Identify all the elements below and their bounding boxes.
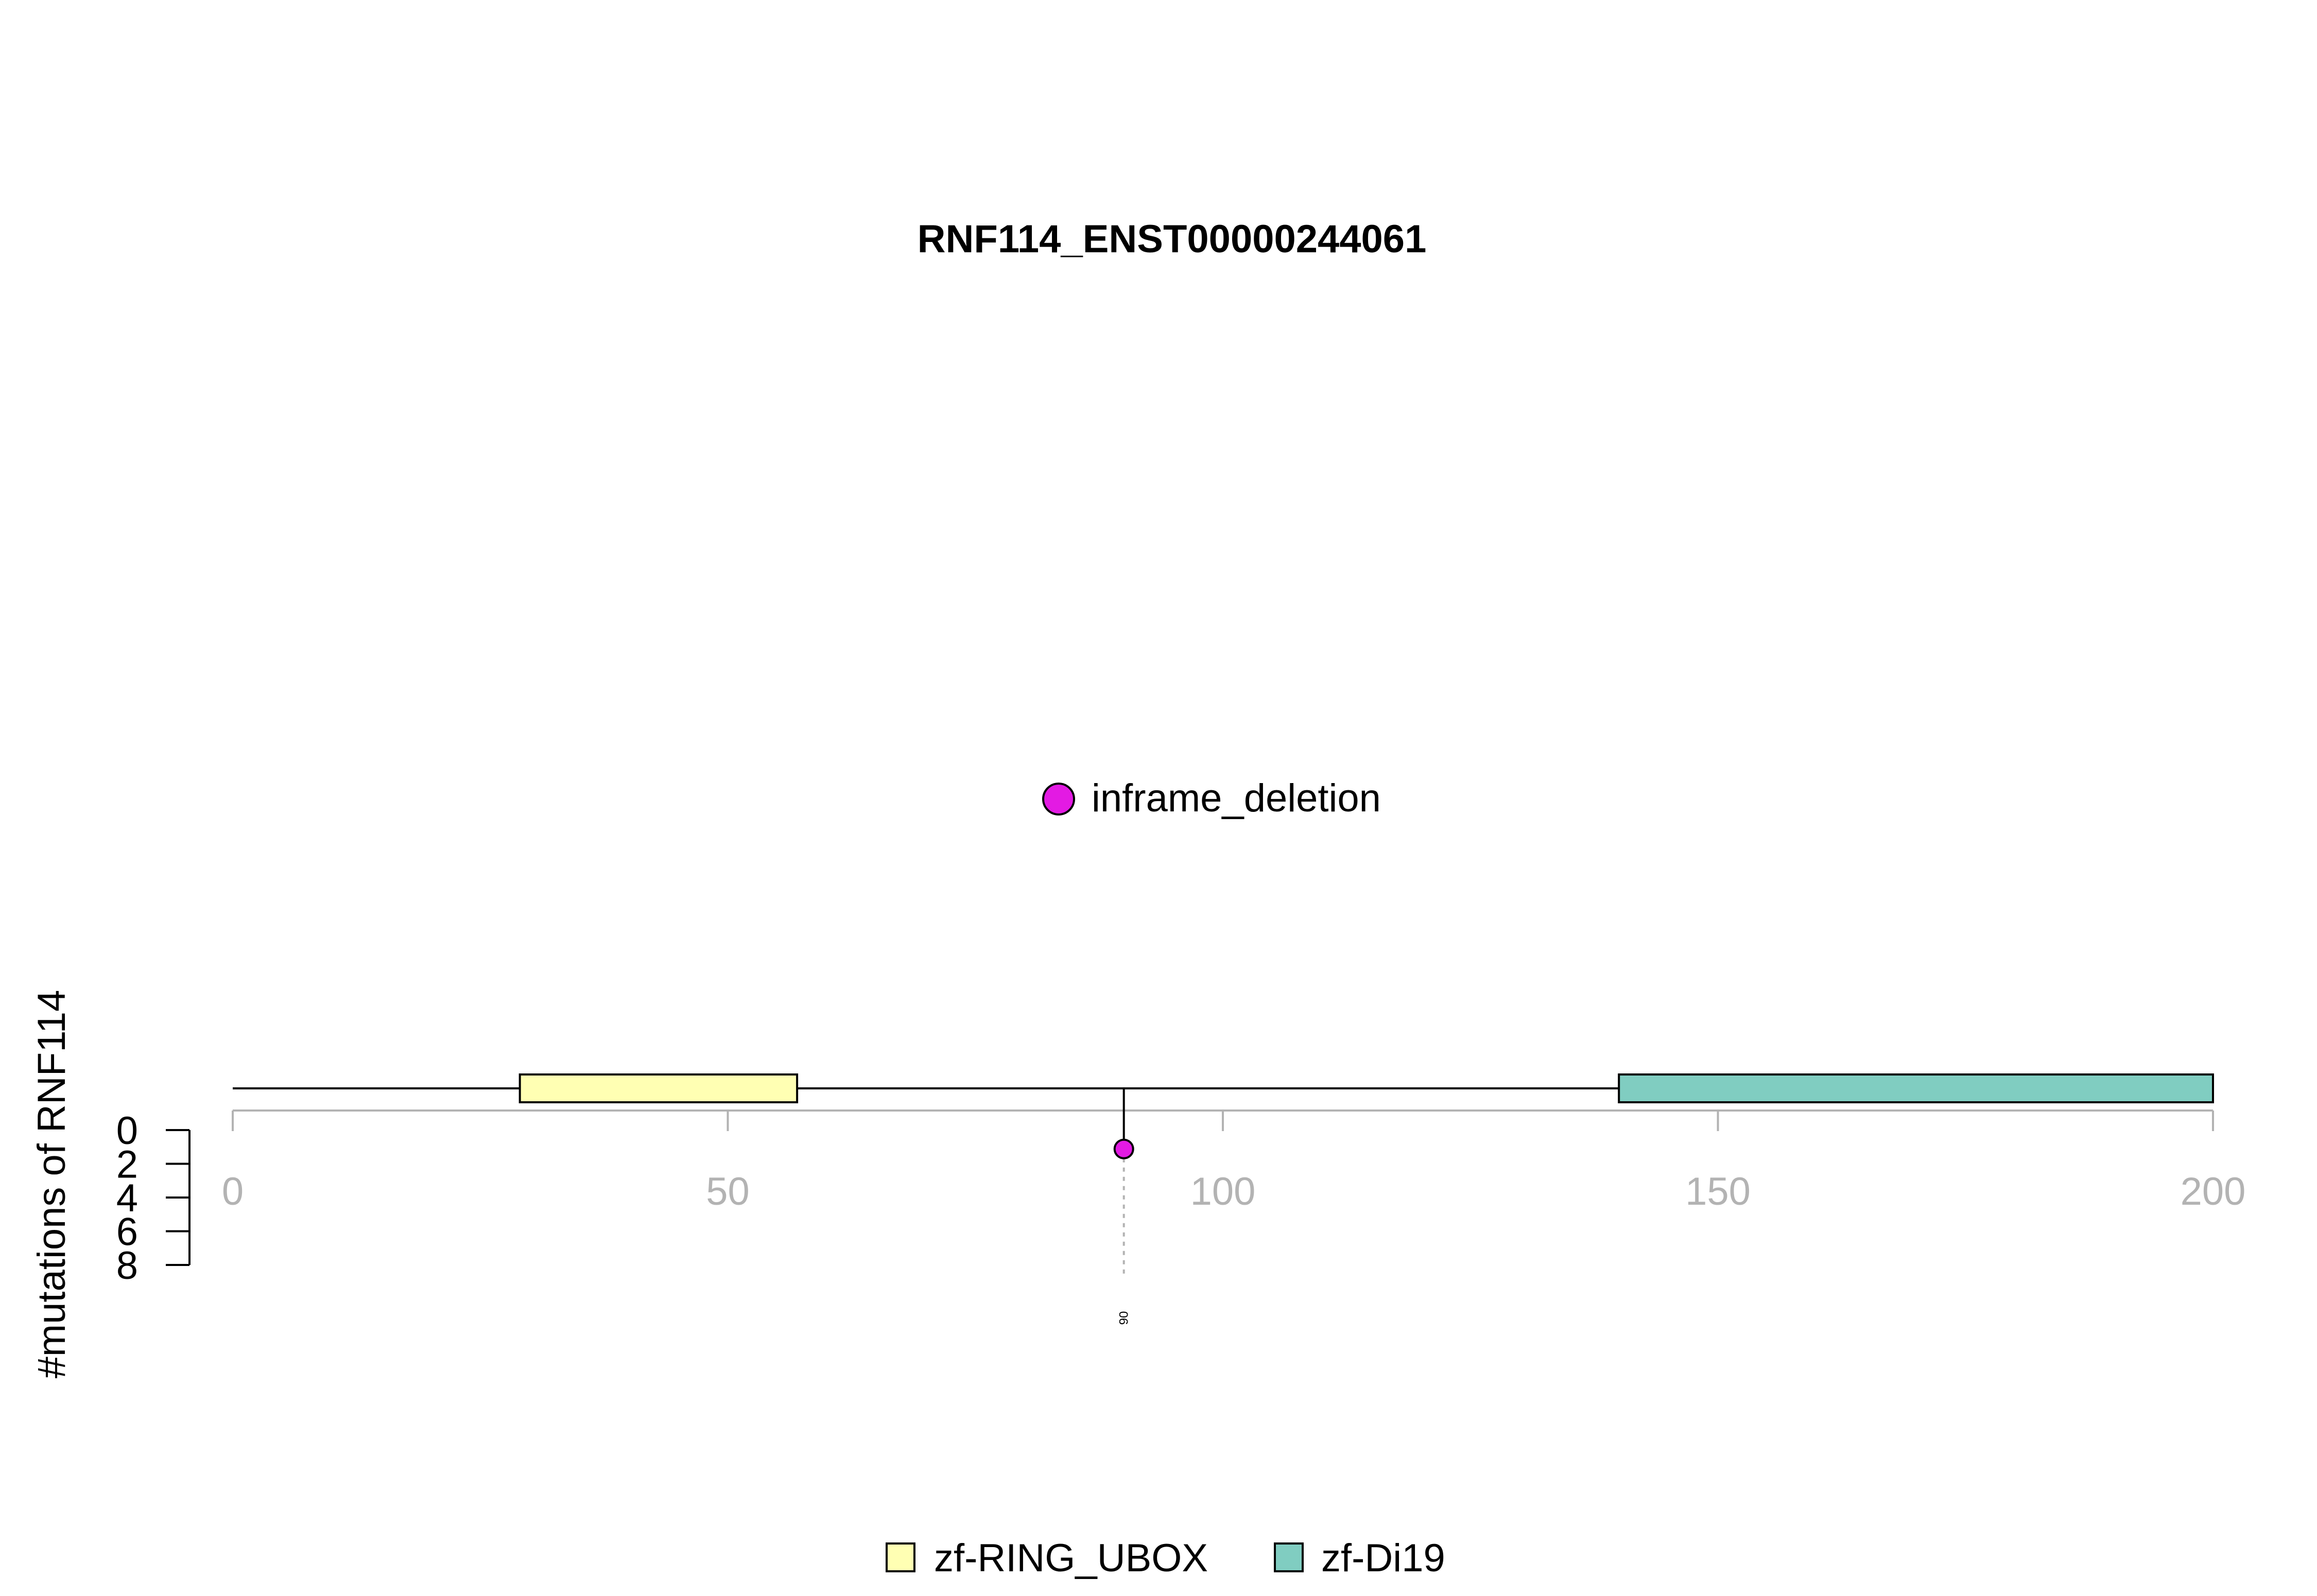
mutation-type-legend: inframe_deletion [1042,776,1381,820]
x-axis: 0 50 100 150 200 [222,1109,2246,1213]
domain-zf-di19 [1618,1073,2214,1103]
x-tick-label: 150 [1685,1170,1751,1213]
inframe-deletion-legend-marker [1042,783,1075,816]
mutation-point [1113,1138,1134,1159]
x-tick-label: 200 [2181,1170,2246,1213]
y-tick-label: 0 [116,1109,138,1153]
zf-ring-ubox-legend-swatch [886,1542,915,1572]
domain-layer [518,1073,2214,1103]
y-tick-label: 8 [116,1244,138,1288]
inframe-deletion-legend-label: inframe_deletion [1092,776,1381,820]
domain-zf-ring-ubox [518,1073,799,1103]
y-axis-label: #mutations of RNF114 [30,990,74,1379]
x-tick-label: 0 [222,1170,244,1213]
domain-legend: zf-RING_UBOX zf-Di19 [886,1536,1445,1580]
zf-di19-legend-label: zf-Di19 [1321,1536,1445,1580]
y-tick-label: 6 [116,1210,138,1254]
mutation-layer: 90 [1113,1088,1134,1325]
mutation-position-label: 90 [1117,1311,1131,1325]
x-tick-label: 100 [1190,1170,1256,1213]
chart-title: RNF114_ENST00000244061 [918,217,1427,261]
zf-di19-legend-swatch [1274,1542,1304,1572]
y-tick-label: 2 [116,1143,138,1187]
x-tick-label: 50 [706,1170,750,1213]
zf-ring-ubox-legend-label: zf-RING_UBOX [934,1536,1208,1580]
y-tick-label: 4 [116,1176,138,1220]
